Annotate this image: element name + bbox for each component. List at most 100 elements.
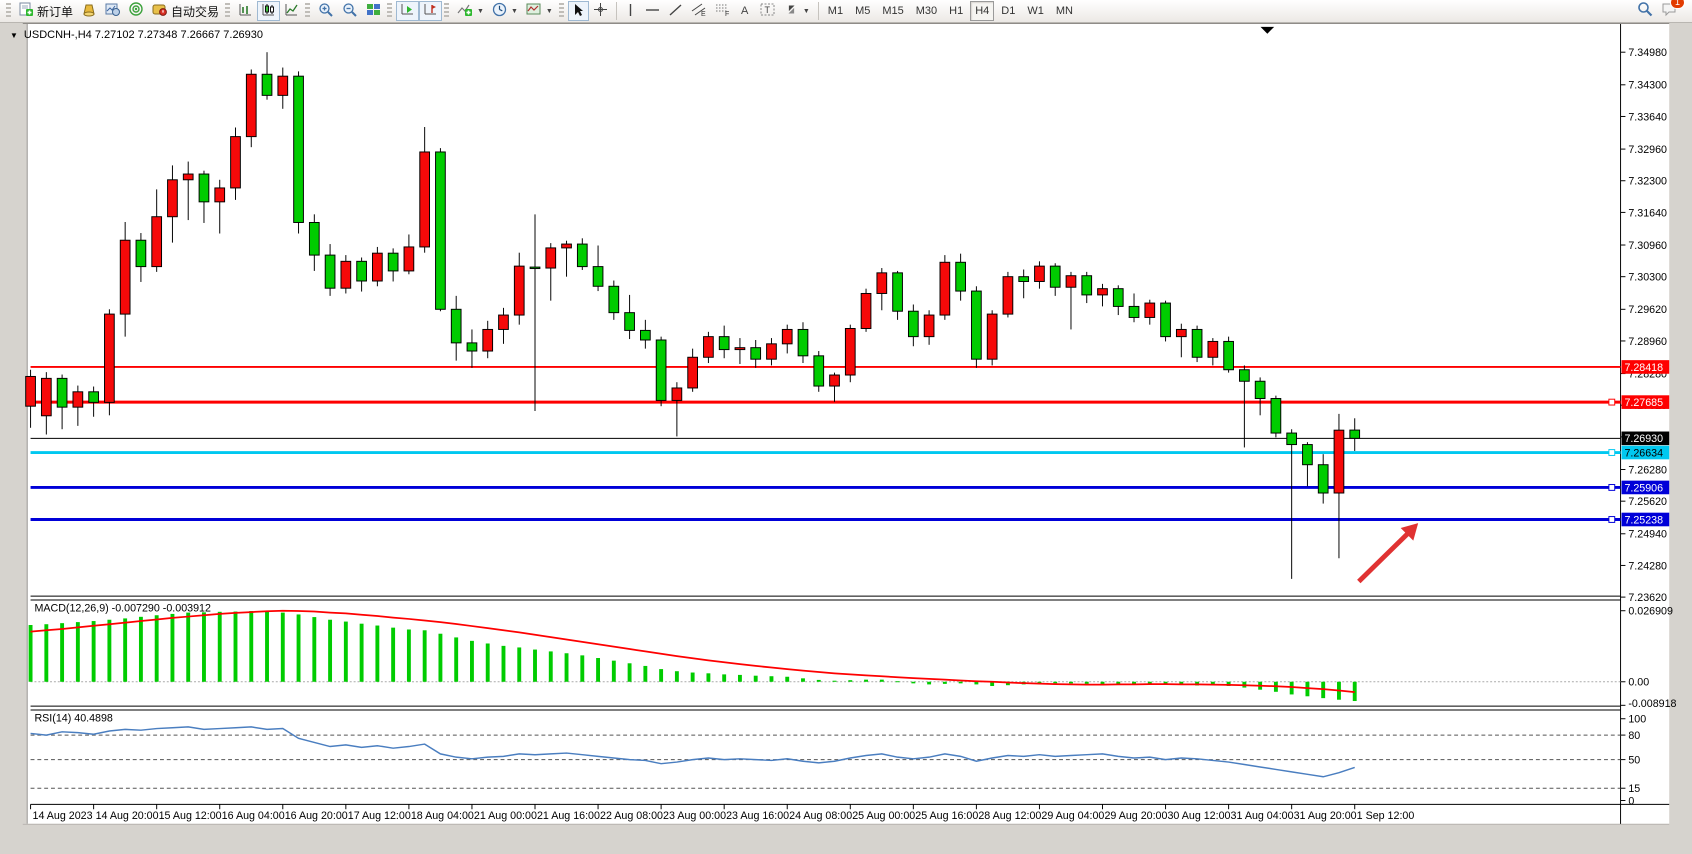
macd-histogram-bar [769,676,774,682]
macd-histogram-bar [454,637,459,682]
zoom-out-button[interactable] [338,1,362,21]
line-handle [1608,484,1616,491]
scroll-end-marker[interactable] [1260,26,1275,34]
profile-button[interactable] [77,1,101,21]
tile-windows-button[interactable] [362,1,385,21]
chart-header[interactable]: ▼ USDCNH-,H4 7.27102 7.27348 7.26667 7.2… [10,29,263,41]
autotrading-label: 自动交易 [171,4,220,19]
signals-button[interactable] [125,1,148,21]
timeframe-m30[interactable]: M30 [915,5,938,17]
cursor-arrow-icon [572,3,585,20]
candle-down [1160,302,1171,338]
price-label-box [1621,431,1670,446]
crosshair-icon [593,2,608,20]
vertical-line-button[interactable] [621,1,641,21]
chart-shift-button[interactable] [419,1,443,21]
candle-down [1349,429,1361,439]
indicators-button[interactable]: ▼ [453,1,488,21]
candle-up [876,272,888,294]
macd-histogram-bar [280,612,285,682]
macd-histogram-bar [753,675,758,682]
macd-histogram-bar [911,681,916,684]
autotrading-button[interactable]: 自动交易 [148,1,223,21]
timeframe-h4[interactable]: H4 [970,1,995,21]
horizontal-price-lines[interactable] [30,365,1621,523]
candle-up [561,243,572,249]
equidistant-channel-button[interactable]: E [687,1,711,21]
candle-up [230,136,241,189]
market-watch-button[interactable] [101,1,125,21]
svg-text:18 Aug 04:00: 18 Aug 04:00 [411,810,474,822]
timeframe-d1[interactable]: D1 [1001,5,1016,17]
timeframe-h1[interactable]: H1 [949,5,964,17]
macd-histogram-bar [611,660,616,682]
fibonacci-button[interactable]: F [711,1,735,21]
timeframe-m15[interactable]: M15 [882,5,904,17]
line-chart-button[interactable] [280,1,303,21]
periods-button[interactable]: ▼ [488,1,522,21]
macd-histogram-bar [1069,681,1073,684]
text-button[interactable]: A [735,1,756,21]
text-label-button[interactable]: T [756,1,780,21]
svg-text:7.34300: 7.34300 [1628,80,1667,92]
new-order-label: 新订单 [37,4,74,19]
macd-histogram-bar [296,614,301,682]
macd-histogram-bar [265,611,269,682]
macd-histogram-bar [801,678,805,682]
new-order-button[interactable]: 新订单 [15,1,77,21]
arrows-button[interactable]: ▼ [780,1,814,21]
vertical-line-icon [625,3,636,20]
svg-text:7.32960: 7.32960 [1628,144,1667,156]
svg-text:23 Aug 00:00: 23 Aug 00:00 [663,810,726,822]
timeframe-mn[interactable]: MN [1055,5,1073,17]
profile-icon [81,2,97,20]
candle-up [372,252,383,282]
candle-down [308,221,320,256]
search-icon[interactable] [1637,1,1653,22]
timeframe-w1[interactable]: W1 [1027,5,1044,17]
candle-up [703,336,714,358]
main-toolbar: 新订单 自动交易 [0,0,1692,23]
zoom-in-button[interactable] [314,1,338,21]
candle-up [72,391,84,408]
svg-text:T: T [764,5,770,15]
chart-canvas[interactable]: 7.34980 7.34300 7.33640 7.32960 7.32300 7.316… [0,23,1692,854]
annotation-arrow[interactable] [1357,523,1419,584]
macd-histogram-bar [217,611,222,682]
svg-text:7.24280: 7.24280 [1628,560,1667,572]
auto-scroll-button[interactable] [396,1,420,21]
candle-up [214,187,226,203]
macd-histogram-bar [123,618,128,682]
trendline-button[interactable] [664,1,687,21]
timeframe-m1[interactable]: M1 [827,5,844,17]
candle-up [40,377,52,417]
macd-histogram-bar [91,621,96,682]
rsi-line [30,726,1355,778]
macd-histogram-bar [138,616,143,682]
notification-badge: 1 [1669,0,1685,9]
timeframe-m5[interactable]: M5 [855,5,871,17]
macd-histogram-bar [375,625,380,682]
macd-histogram-bar [927,681,932,685]
svg-text:25 Aug 16:00: 25 Aug 16:00 [915,810,978,822]
candle-down [640,329,651,341]
templates-button[interactable]: ▼ [522,1,557,21]
candle-up [1065,275,1077,288]
svg-text:31 Aug 04:00: 31 Aug 04:00 [1231,810,1294,822]
candlestick-chart-button[interactable] [257,1,281,21]
text-label-icon: T [760,2,776,20]
macd-histogram-bar [1005,681,1010,686]
macd-histogram-bar [958,681,963,684]
candle-down [1049,265,1061,288]
candle-up [277,75,289,96]
bar-chart-button[interactable] [234,1,257,21]
crosshair-button[interactable] [589,1,612,21]
candle-up [1002,276,1014,315]
candle-up [513,265,525,316]
cursor-button[interactable] [567,1,589,21]
svg-text:0.00: 0.00 [1628,677,1649,689]
notifications-button[interactable]: 1 [1661,0,1685,22]
candle-down [608,285,620,314]
candle-up [671,387,683,401]
horizontal-line-button[interactable] [641,1,664,21]
